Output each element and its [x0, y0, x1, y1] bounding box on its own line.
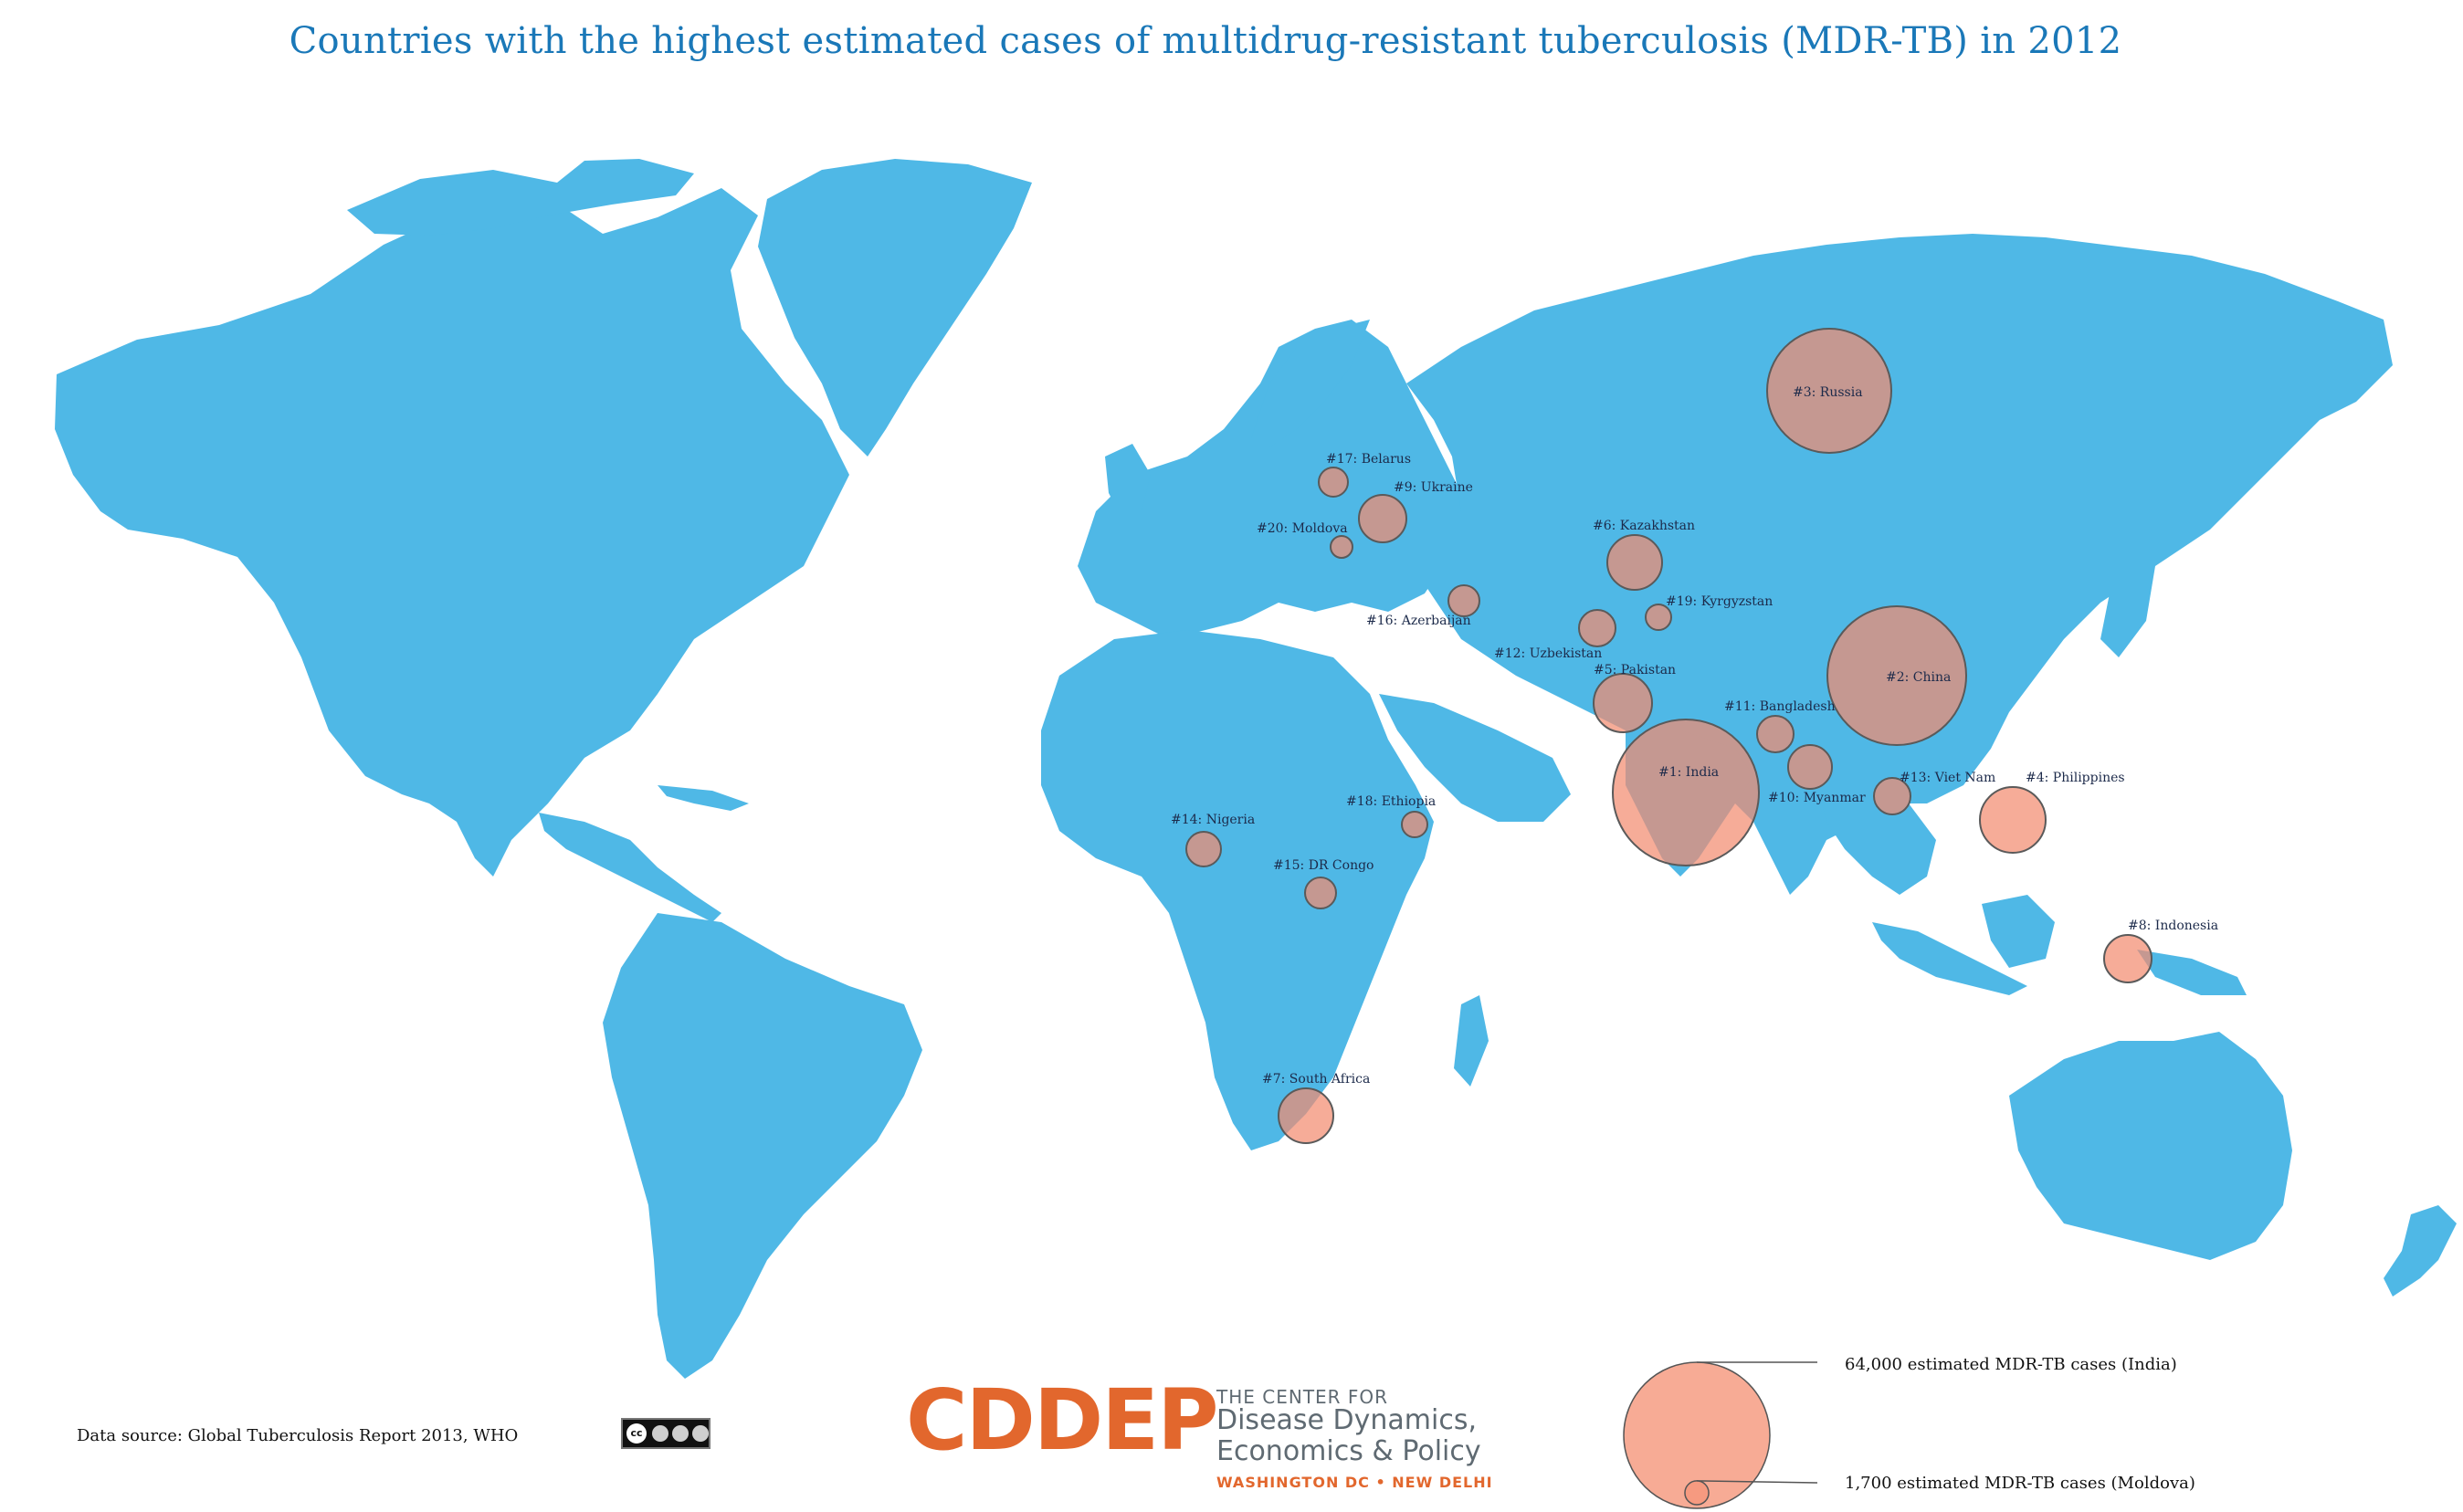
bubble-label-ethiopia: #18: Ethiopia — [1346, 794, 1436, 809]
land-masses — [55, 159, 2457, 1379]
bubble-pakistan[interactable] — [1593, 673, 1653, 733]
landmass-britain — [1105, 444, 1151, 520]
map-title: Countries with the highest estimated cas… — [289, 20, 2122, 62]
bubble-label-kazakhstan: #6: Kazakhstan — [1593, 519, 1695, 533]
bubble-philippines[interactable] — [1979, 786, 2047, 854]
bubble-myanmar[interactable] — [1787, 744, 1833, 790]
logo-cities: WASHINGTON DC • NEW DELHI — [1216, 1474, 1493, 1491]
bubble-china[interactable] — [1826, 605, 1967, 746]
logo-tagline-line1: Disease Dynamics, — [1216, 1404, 1477, 1436]
bubble-azerbaijan[interactable] — [1447, 584, 1480, 617]
legend-label-max: 64,000 estimated MDR-TB cases (India) — [1845, 1355, 2177, 1374]
bubble-kyrgyzstan[interactable] — [1645, 604, 1672, 631]
data-source-note: Data source: Global Tuberculosis Report … — [77, 1426, 519, 1445]
landmass-arabia — [1379, 694, 1571, 822]
bubble-label-china: #2: China — [1886, 670, 1951, 685]
bubble-dr-congo[interactable] — [1304, 877, 1337, 909]
landmass-arctic-islands — [347, 159, 694, 236]
bubble-label-moldova: #20: Moldova — [1257, 521, 1348, 536]
bubble-moldova[interactable] — [1330, 535, 1353, 559]
landmass-north-america — [55, 188, 849, 877]
landmass-japan — [2100, 530, 2155, 657]
logo-wordmark: CDDEP — [906, 1371, 1219, 1469]
legend: 64,000 estimated MDR-TB cases (India) 1,7… — [1623, 1355, 2195, 1509]
bubble-label-nigeria: #14: Nigeria — [1171, 813, 1255, 827]
landmass-europe — [1078, 320, 1461, 639]
logo-tagline-line2: Economics & Policy — [1216, 1435, 1481, 1467]
legend-leader-min — [1696, 1480, 1818, 1484]
bubble-label-pakistan: #5: Pakistan — [1594, 663, 1676, 677]
bubble-layer: #1: India #2: China #3: Russia #4: Philippi… — [1171, 328, 2218, 1144]
bubble-label-bangladesh: #11: Bangladesh — [1724, 699, 1836, 714]
bubble-label-uzbekistan: #12: Uzbekistan — [1494, 646, 1602, 661]
landmass-caribbean — [658, 785, 749, 811]
bubble-label-india: #1: India — [1658, 765, 1719, 780]
landmass-central-america — [539, 813, 721, 922]
bubble-india[interactable] — [1612, 719, 1760, 866]
bubble-label-dr-congo: #15: DR Congo — [1273, 858, 1374, 873]
bubble-label-kyrgyzstan: #19: Kyrgyzstan — [1666, 594, 1773, 609]
bubble-ukraine[interactable] — [1358, 494, 1407, 543]
bubble-belarus[interactable] — [1318, 467, 1349, 498]
bubble-label-indonesia: #8: Indonesia — [2128, 919, 2218, 933]
sa-icon — [692, 1425, 709, 1442]
bubble-label-myanmar: #10: Myanmar — [1768, 791, 1866, 805]
landmass-greenland — [758, 159, 1032, 457]
landmass-indonesia — [1872, 922, 2027, 995]
bubble-russia[interactable] — [1766, 328, 1892, 454]
bubble-label-ukraine: #9: Ukraine — [1394, 480, 1473, 495]
bubble-label-philippines: #4: Philippines — [2026, 771, 2125, 785]
bubble-ethiopia[interactable] — [1401, 811, 1428, 838]
logo-tagline-small: THE CENTER FOR — [1216, 1386, 1389, 1408]
bubble-nigeria[interactable] — [1185, 831, 1222, 867]
bubble-indonesia[interactable] — [2103, 934, 2152, 983]
nc-icon — [672, 1425, 689, 1442]
bubble-south-africa[interactable] — [1278, 1087, 1334, 1144]
bubble-label-russia: #3: Russia — [1793, 385, 1863, 400]
cc-icon: cc — [626, 1423, 647, 1444]
bubble-label-belarus: #17: Belarus — [1326, 452, 1411, 467]
bubble-label-south-africa: #7: South Africa — [1262, 1072, 1370, 1087]
landmass-south-america — [603, 913, 922, 1379]
landmass-australia — [2009, 1032, 2292, 1260]
landmass-borneo — [1982, 895, 2055, 968]
legend-label-min: 1,700 estimated MDR-TB cases (Moldova) — [1845, 1474, 2195, 1493]
bubble-viet-nam[interactable] — [1873, 777, 1911, 815]
landmass-scandinavia — [1251, 320, 1370, 447]
bubble-bangladesh[interactable] — [1756, 715, 1795, 753]
bubble-uzbekistan[interactable] — [1578, 609, 1616, 647]
landmass-new-zealand — [2384, 1205, 2457, 1297]
creative-commons-by-nc-sa-icon[interactable]: cc — [621, 1418, 710, 1449]
legend-bubble-min — [1684, 1480, 1710, 1506]
bubble-label-viet-nam: #13: Viet Nam — [1900, 771, 1995, 785]
by-icon — [652, 1425, 668, 1442]
landmass-southeast-asia — [1817, 785, 1936, 895]
landmass-africa — [1041, 630, 1434, 1150]
cddep-logo[interactable]: CDDEP THE CENTER FOR Disease Dynamics, E… — [906, 1371, 1545, 1496]
bubble-kazakhstan[interactable] — [1606, 534, 1663, 591]
landmass-new-guinea — [2137, 950, 2247, 995]
bubble-label-azerbaijan: #16: Azerbaijan — [1366, 614, 1471, 628]
landmass-madagascar — [1454, 995, 1489, 1087]
